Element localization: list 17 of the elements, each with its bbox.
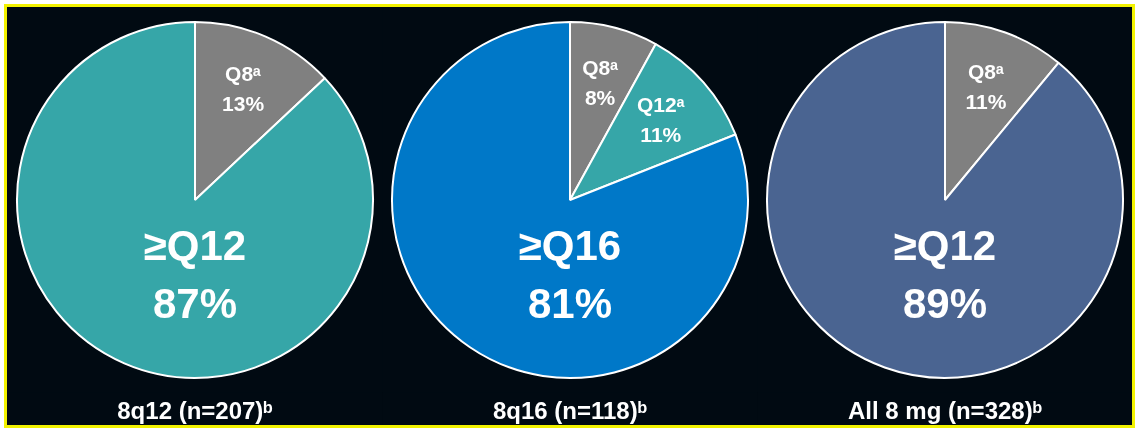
text: All 8 mg (n=328)ᵇ bbox=[847, 396, 1043, 424]
data-label: 13% bbox=[222, 92, 265, 116]
data-label: 81% bbox=[527, 280, 613, 328]
slice-label: Q8ᵃ bbox=[225, 62, 262, 86]
slice-label: Q8ᵃ bbox=[968, 59, 1005, 83]
slice-label: ≥Q12 bbox=[143, 222, 247, 270]
text: 8q12 (n=207)ᵇ bbox=[117, 396, 273, 424]
slice-label: ≥Q16 bbox=[518, 222, 622, 270]
slice-label: ≥Q12 bbox=[893, 222, 997, 270]
data-label: 11% bbox=[965, 89, 1007, 113]
slice-label: Q8ᵃ bbox=[582, 56, 619, 80]
data-label: 11% bbox=[640, 123, 682, 147]
slice-label: Q12ᵃ bbox=[636, 93, 685, 117]
text: 8q16 (n=118)ᵇ bbox=[492, 396, 648, 424]
data-label: 89% bbox=[902, 280, 988, 328]
data-label: 8% bbox=[584, 86, 616, 110]
data-label: 87% bbox=[152, 280, 238, 328]
